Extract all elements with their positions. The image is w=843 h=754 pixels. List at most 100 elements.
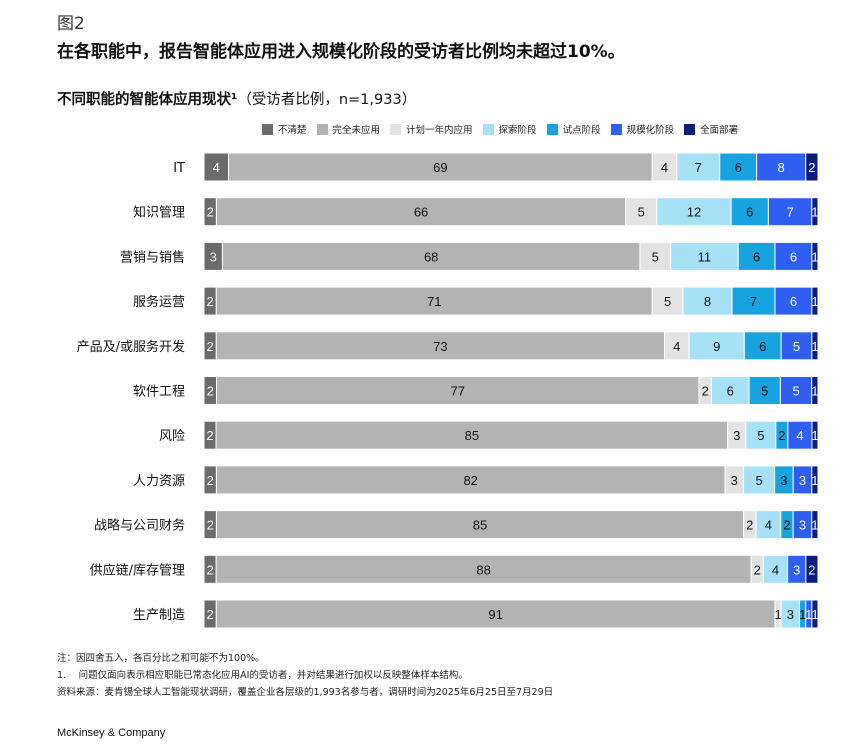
data-label: 2 <box>702 384 709 399</box>
data-label: 3 <box>731 473 738 488</box>
data-label: 1 <box>811 249 818 264</box>
category-label: 营销与销售 <box>120 249 185 265</box>
category-label: 人力资源 <box>133 474 185 489</box>
data-label: 85 <box>465 428 479 443</box>
legend-swatch <box>390 123 402 135</box>
data-label: 6 <box>753 249 760 264</box>
data-label: 85 <box>473 518 487 533</box>
data-label: 5 <box>761 384 768 399</box>
data-label: 66 <box>414 205 428 220</box>
data-label: 1 <box>811 473 818 488</box>
data-label: 1 <box>811 428 818 443</box>
legend-item: 探索阶段 <box>482 122 537 136</box>
bar-segment <box>719 152 758 182</box>
data-label: 3 <box>210 249 217 264</box>
legend: 不清楚 完全未应用 计划一年内应用 探索阶段 试点阶段 规模化阶段 全面部署 <box>262 122 748 136</box>
data-label: 2 <box>207 384 214 399</box>
data-label: 5 <box>755 473 762 488</box>
bar-segment <box>811 465 819 495</box>
bar-segment <box>756 152 807 182</box>
data-label: 5 <box>652 249 659 264</box>
bar-segment <box>215 510 745 540</box>
bar-segment <box>664 331 690 361</box>
bar-segment <box>811 286 819 316</box>
data-label: 3 <box>793 562 800 577</box>
legend-item: 全面部署 <box>684 122 738 136</box>
legend-swatch <box>482 123 494 135</box>
data-label: 69 <box>433 160 447 175</box>
legend-swatch <box>610 123 622 135</box>
data-label: 2 <box>207 294 214 309</box>
data-label: 1 <box>811 607 818 622</box>
data-label: 1 <box>811 294 818 309</box>
bar-segment <box>215 420 729 450</box>
data-label: 73 <box>433 339 447 354</box>
data-label: 3 <box>780 473 787 488</box>
legend-label: 探索阶段 <box>498 125 537 136</box>
data-label: 1 <box>811 384 818 399</box>
data-label: 1 <box>811 518 818 533</box>
data-label: 5 <box>793 339 800 354</box>
bar-segment <box>215 465 726 495</box>
data-label: 6 <box>790 294 797 309</box>
data-label: 3 <box>787 607 794 622</box>
data-label: 5 <box>757 428 764 443</box>
bar-segment <box>811 331 819 361</box>
legend-label: 完全未应用 <box>332 125 381 136</box>
bar-segment <box>805 152 819 182</box>
data-label: 1 <box>805 607 812 622</box>
footnotes: 注：因四舍五入，各百分比之和可能不为100%。 1. 问题仅面向表示相应职能已常… <box>57 650 553 701</box>
data-label: 2 <box>207 205 214 220</box>
data-label: 4 <box>772 562 779 577</box>
bar-segment <box>755 510 782 540</box>
data-label: 3 <box>733 428 740 443</box>
bar-segment <box>639 241 672 271</box>
bar-segment <box>730 197 769 227</box>
bar-segment <box>805 554 819 584</box>
bar-segment <box>762 554 789 584</box>
data-label: 1 <box>811 339 818 354</box>
bar-segment <box>215 331 665 361</box>
legend-item: 规模化阶段 <box>610 122 674 136</box>
bar-segment <box>743 331 782 361</box>
category-label: 风险 <box>159 429 185 444</box>
legend-item: 完全未应用 <box>316 122 381 136</box>
chart-title: 不同职能的智能体应用现状¹ <box>57 92 238 108</box>
data-label: 2 <box>207 473 214 488</box>
legend-swatch <box>684 123 696 135</box>
bar-segment <box>731 286 776 316</box>
bar-segment <box>811 376 819 405</box>
data-label: 5 <box>638 205 645 220</box>
bar-segment <box>780 331 813 361</box>
data-label: 4 <box>765 518 772 533</box>
legend-label: 不清楚 <box>278 125 307 136</box>
figure-label: 图2 <box>57 14 85 34</box>
data-label: 4 <box>673 339 680 354</box>
category-label: 战略与公司财务 <box>94 518 185 534</box>
data-label: 77 <box>451 384 465 399</box>
data-label: 6 <box>746 205 753 220</box>
data-label: 2 <box>206 562 213 577</box>
rounding-note: 注：因四舍五入，各百分比之和可能不为100%。 <box>57 653 265 664</box>
bar-segment <box>811 420 819 450</box>
bar-segment <box>228 152 653 182</box>
data-label: 11 <box>698 249 712 264</box>
data-label: 1 <box>774 607 781 622</box>
category-label: 产品及/或服务开发 <box>77 339 185 355</box>
category-label: 服务运营 <box>133 294 185 310</box>
data-label: 6 <box>790 249 797 264</box>
bar-segment <box>767 197 813 227</box>
data-label: 3 <box>799 518 806 533</box>
legend-item: 试点阶段 <box>546 122 601 136</box>
category-label: 供应链/库存管理 <box>90 562 185 578</box>
data-label: 3 <box>799 473 806 488</box>
source-note: 资料来源：麦肯锡全球人工智能现状调研，覆盖企业各层级的1,993名参与者，调研时… <box>57 687 554 698</box>
data-label: 4 <box>213 160 220 175</box>
bar-segment <box>656 197 732 227</box>
bar-segment <box>710 376 750 405</box>
question-note: 1. 问题仅面向表示相应职能已常态化应用AI的受访者，并对结果进行加权以反映整体… <box>57 670 468 681</box>
data-label: 2 <box>783 518 790 533</box>
data-label: 2 <box>808 562 815 577</box>
bar-segment <box>221 241 641 271</box>
